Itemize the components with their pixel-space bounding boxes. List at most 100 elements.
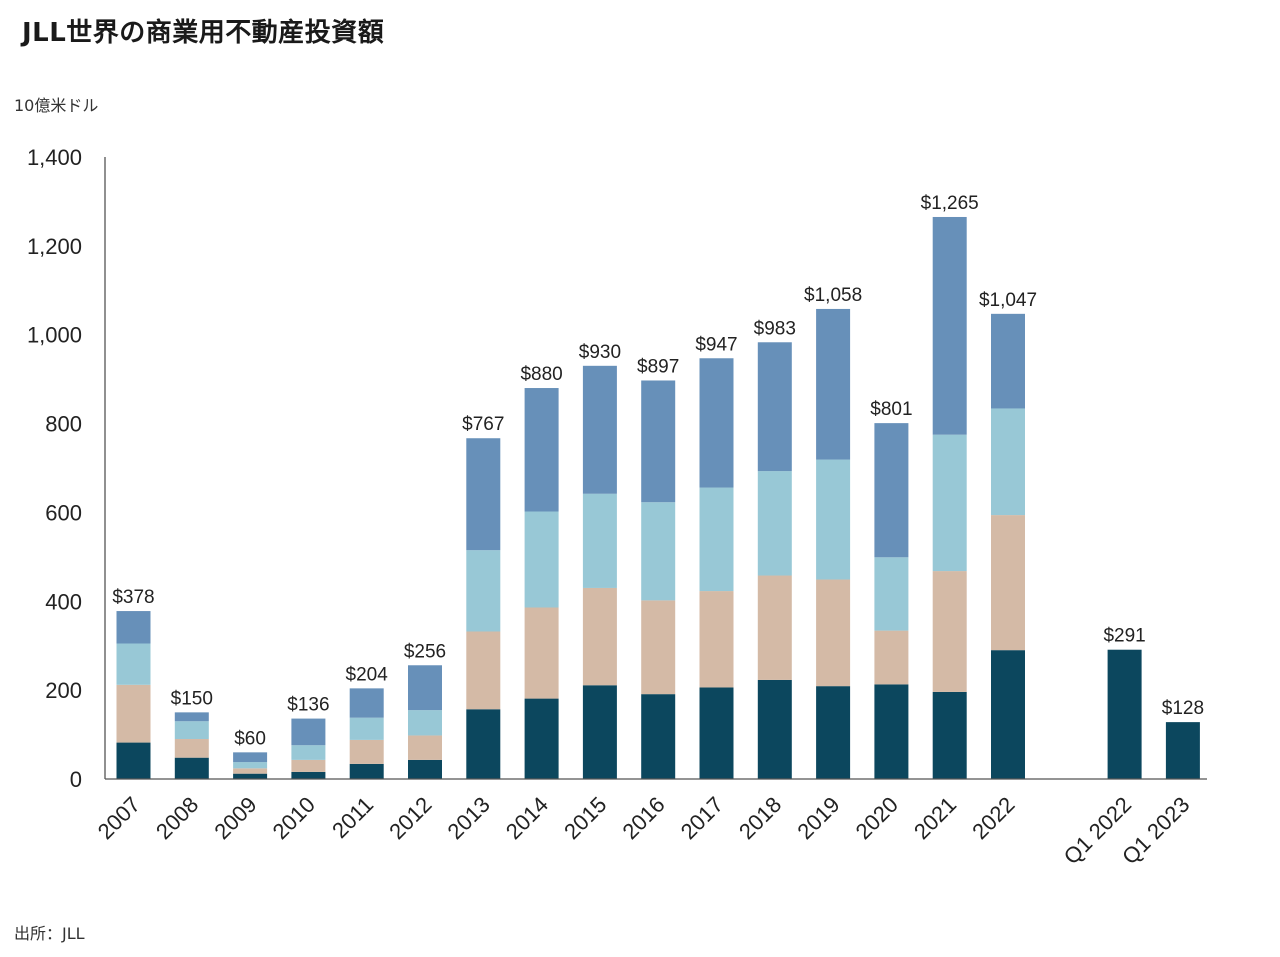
bar-segment-3: [699, 487, 734, 592]
bar-segment-4: [874, 423, 909, 558]
bar-segment-1: [816, 686, 851, 779]
bar-segment-2: [932, 571, 967, 692]
bar-segment-3: [524, 511, 559, 608]
data-label: $983: [754, 318, 796, 339]
bar-segment-2: [582, 587, 617, 686]
y-tick-label: 200: [45, 678, 82, 703]
y-tick-label: 800: [45, 412, 82, 437]
bar-segment-2: [874, 630, 909, 685]
bar-segment-1: [116, 742, 151, 779]
data-label: $801: [870, 399, 912, 420]
data-label: $880: [520, 364, 562, 385]
data-label: $930: [579, 342, 621, 363]
bar-segment-3: [349, 717, 384, 740]
source-note: 出所：JLL: [14, 924, 85, 943]
bar-segment-4: [174, 712, 209, 722]
bar-segment-1: [582, 685, 617, 779]
bar-segment-2: [757, 575, 792, 680]
bar-segment-2: [466, 631, 501, 710]
data-label: $947: [695, 334, 737, 355]
data-label: $767: [462, 414, 504, 435]
data-label: $150: [171, 688, 213, 709]
bar-segment-1: [291, 771, 326, 779]
bar-segment-4: [466, 438, 501, 551]
bar-segment-4: [349, 688, 384, 718]
data-label: $128: [1162, 698, 1204, 719]
bar-segment-2: [408, 735, 442, 760]
data-label: $256: [404, 641, 446, 662]
data-label: $897: [637, 356, 679, 377]
bar-segment-1: [641, 694, 676, 779]
bar-segment-2: [349, 739, 384, 764]
data-label: $291: [1103, 626, 1145, 647]
data-label: $204: [346, 664, 389, 685]
bar-segment-1: [932, 691, 967, 779]
x-tick-label: 2012: [384, 792, 436, 844]
data-label: $136: [287, 695, 329, 716]
bar-segment-2: [174, 739, 209, 758]
x-tick-label: 2022: [967, 792, 1019, 844]
bar-segment-2: [233, 768, 268, 774]
y-tick-label: 1,000: [27, 323, 82, 348]
data-label: $1,047: [979, 290, 1037, 311]
bar-segment-1: [349, 763, 384, 779]
x-tick-label: 2008: [151, 792, 203, 844]
data-label: $1,058: [804, 285, 862, 306]
x-tick-label: 2015: [559, 792, 611, 844]
bar-segment-3: [582, 493, 617, 588]
bar-segment-1: [233, 773, 268, 779]
bar-segment-3: [408, 710, 442, 736]
data-label: $378: [112, 587, 154, 608]
x-tick-label: 2017: [676, 792, 728, 844]
bar-segment-4: [699, 358, 734, 488]
bar-segment-2: [641, 600, 676, 695]
y-axis-unit-label: 10億米ドル: [14, 96, 99, 115]
data-label: $60: [234, 728, 266, 749]
bar-segment-4: [991, 313, 1025, 409]
bar-segment-3: [116, 643, 151, 685]
bar-segment-1: [1165, 722, 1200, 779]
bar-segment-3: [991, 408, 1025, 516]
bar-segment-1: [1107, 649, 1142, 779]
bar-segment-2: [524, 607, 559, 699]
bar-segment-1: [174, 757, 209, 779]
bar-segment-4: [408, 665, 442, 711]
bar-segment-4: [524, 388, 559, 512]
x-tick-label: 2014: [501, 792, 553, 844]
bar-segment-4: [233, 752, 268, 763]
x-tick-label: 2013: [443, 792, 495, 844]
x-tick-label: 2016: [617, 792, 669, 844]
bar-segment-1: [466, 709, 501, 779]
bar-segment-4: [116, 611, 151, 644]
bar-segment-4: [816, 308, 851, 460]
y-tick-label: 0: [70, 767, 82, 792]
bar-segment-4: [582, 365, 617, 494]
bar-segment-3: [466, 550, 501, 632]
data-label: $1,265: [921, 193, 979, 214]
axes-group: [104, 157, 1207, 780]
x-tick-label: 2019: [792, 792, 844, 844]
x-tick-label: 2009: [209, 792, 261, 844]
x-tick-label: 2020: [851, 792, 903, 844]
bar-segment-4: [932, 216, 967, 435]
bar-segment-2: [991, 515, 1025, 651]
y-tick-label: 400: [45, 589, 82, 614]
bar-segment-1: [699, 687, 734, 779]
bar-segment-4: [291, 718, 326, 746]
bar-segment-1: [991, 650, 1025, 779]
bar-segment-2: [116, 684, 151, 743]
bar-segment-3: [757, 471, 792, 576]
bars-group: [116, 216, 1200, 779]
x-tick-label: 2018: [734, 792, 786, 844]
bar-segment-1: [524, 698, 559, 779]
bar-segment-2: [291, 759, 326, 772]
bar-segment-4: [641, 380, 676, 503]
bar-segment-2: [699, 591, 734, 688]
bar-segment-3: [874, 557, 909, 631]
bar-segment-2: [816, 579, 851, 687]
x-tick-label: 2021: [909, 792, 961, 844]
bar-segment-1: [408, 759, 442, 779]
bar-segment-4: [757, 342, 792, 472]
y-tick-label: 1,200: [27, 234, 82, 259]
